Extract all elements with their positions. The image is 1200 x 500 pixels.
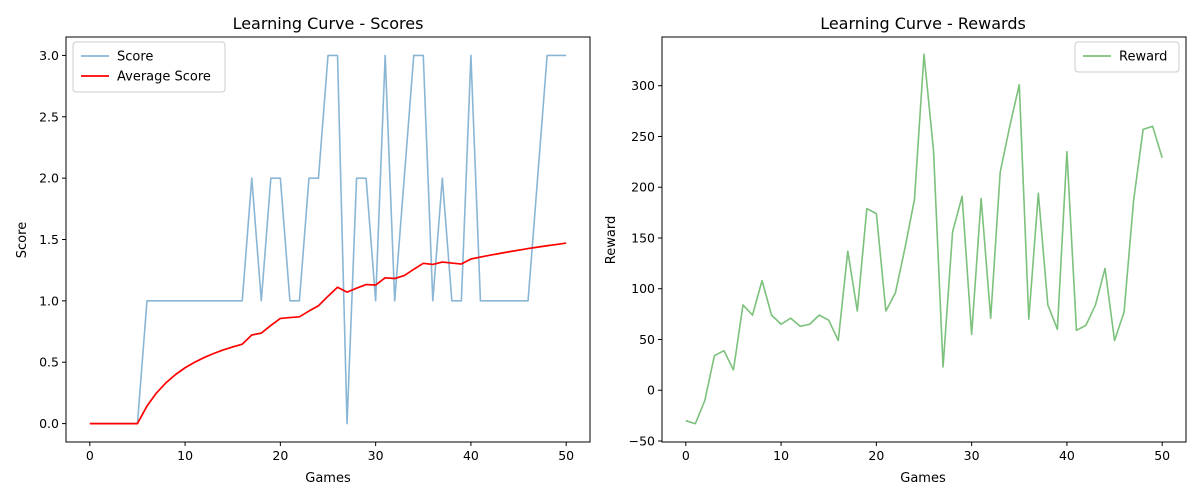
scores-legend: Score Average Score xyxy=(72,41,226,93)
scores-x-tick-label: 10 xyxy=(177,448,193,463)
scores-y-tick-label: 0.0 xyxy=(39,416,59,431)
rewards-chart-title: Learning Curve - Rewards xyxy=(820,14,1026,33)
rewards-x-tick-label: 0 xyxy=(682,448,690,463)
scores-chart-title: Learning Curve - Scores xyxy=(233,14,424,33)
rewards-x-axis-label: Games xyxy=(900,471,946,486)
rewards-x-tick-label: 30 xyxy=(964,448,980,463)
rewards-legend: Reward xyxy=(1074,41,1180,73)
scores-y-tick-label: 0.5 xyxy=(39,355,59,370)
scores-y-tick-label: 1.0 xyxy=(39,293,59,308)
scores-series-line-score xyxy=(89,54,567,425)
scores-y-tick-label: 3.0 xyxy=(39,48,59,63)
scores-chart: Learning Curve - Scores Games Score 0 10 2… xyxy=(15,14,591,486)
scores-x-tick-label: 50 xyxy=(558,448,574,463)
scores-x-axis-label: Games xyxy=(305,471,351,486)
rewards-y-tick-label: 100 xyxy=(631,281,655,296)
rewards-y-tick-label: −50 xyxy=(629,433,655,448)
rewards-y-tick-label: 200 xyxy=(631,180,655,195)
rewards-x-tick-label: 40 xyxy=(1059,448,1075,463)
rewards-axes-frame xyxy=(661,36,1187,443)
rewards-x-tick-label: 10 xyxy=(773,448,789,463)
scores-x-tick-label: 20 xyxy=(272,448,288,463)
scores-y-tick-label: 2.0 xyxy=(39,171,59,186)
scores-y-tick-label: 2.5 xyxy=(39,109,59,124)
scores-x-tick-label: 40 xyxy=(463,448,479,463)
rewards-y-tick-label: 0 xyxy=(647,383,655,398)
rewards-x-tick-label: 50 xyxy=(1154,448,1170,463)
rewards-chart: Learning Curve - Rewards Games Reward 0 1… xyxy=(604,14,1187,486)
scores-x-tick-label: 0 xyxy=(86,448,94,463)
rewards-x-tick-label: 20 xyxy=(868,448,884,463)
rewards-series-line-reward xyxy=(685,53,1163,425)
scores-legend-label: Average Score xyxy=(117,70,211,85)
rewards-y-tick-label: 250 xyxy=(631,129,655,144)
rewards-y-tick-label: 150 xyxy=(631,230,655,245)
scores-legend-label: Score xyxy=(117,50,153,65)
scores-y-tick-label: 1.5 xyxy=(39,232,59,247)
rewards-y-tick-label: 50 xyxy=(639,332,655,347)
rewards-y-tick-label: 300 xyxy=(631,78,655,93)
rewards-y-axis-label: Reward xyxy=(604,216,619,264)
scores-series-line-average-score xyxy=(89,242,567,425)
rewards-legend-label: Reward xyxy=(1119,50,1167,65)
scores-y-axis-label: Score xyxy=(15,222,30,258)
scores-x-tick-label: 30 xyxy=(368,448,384,463)
